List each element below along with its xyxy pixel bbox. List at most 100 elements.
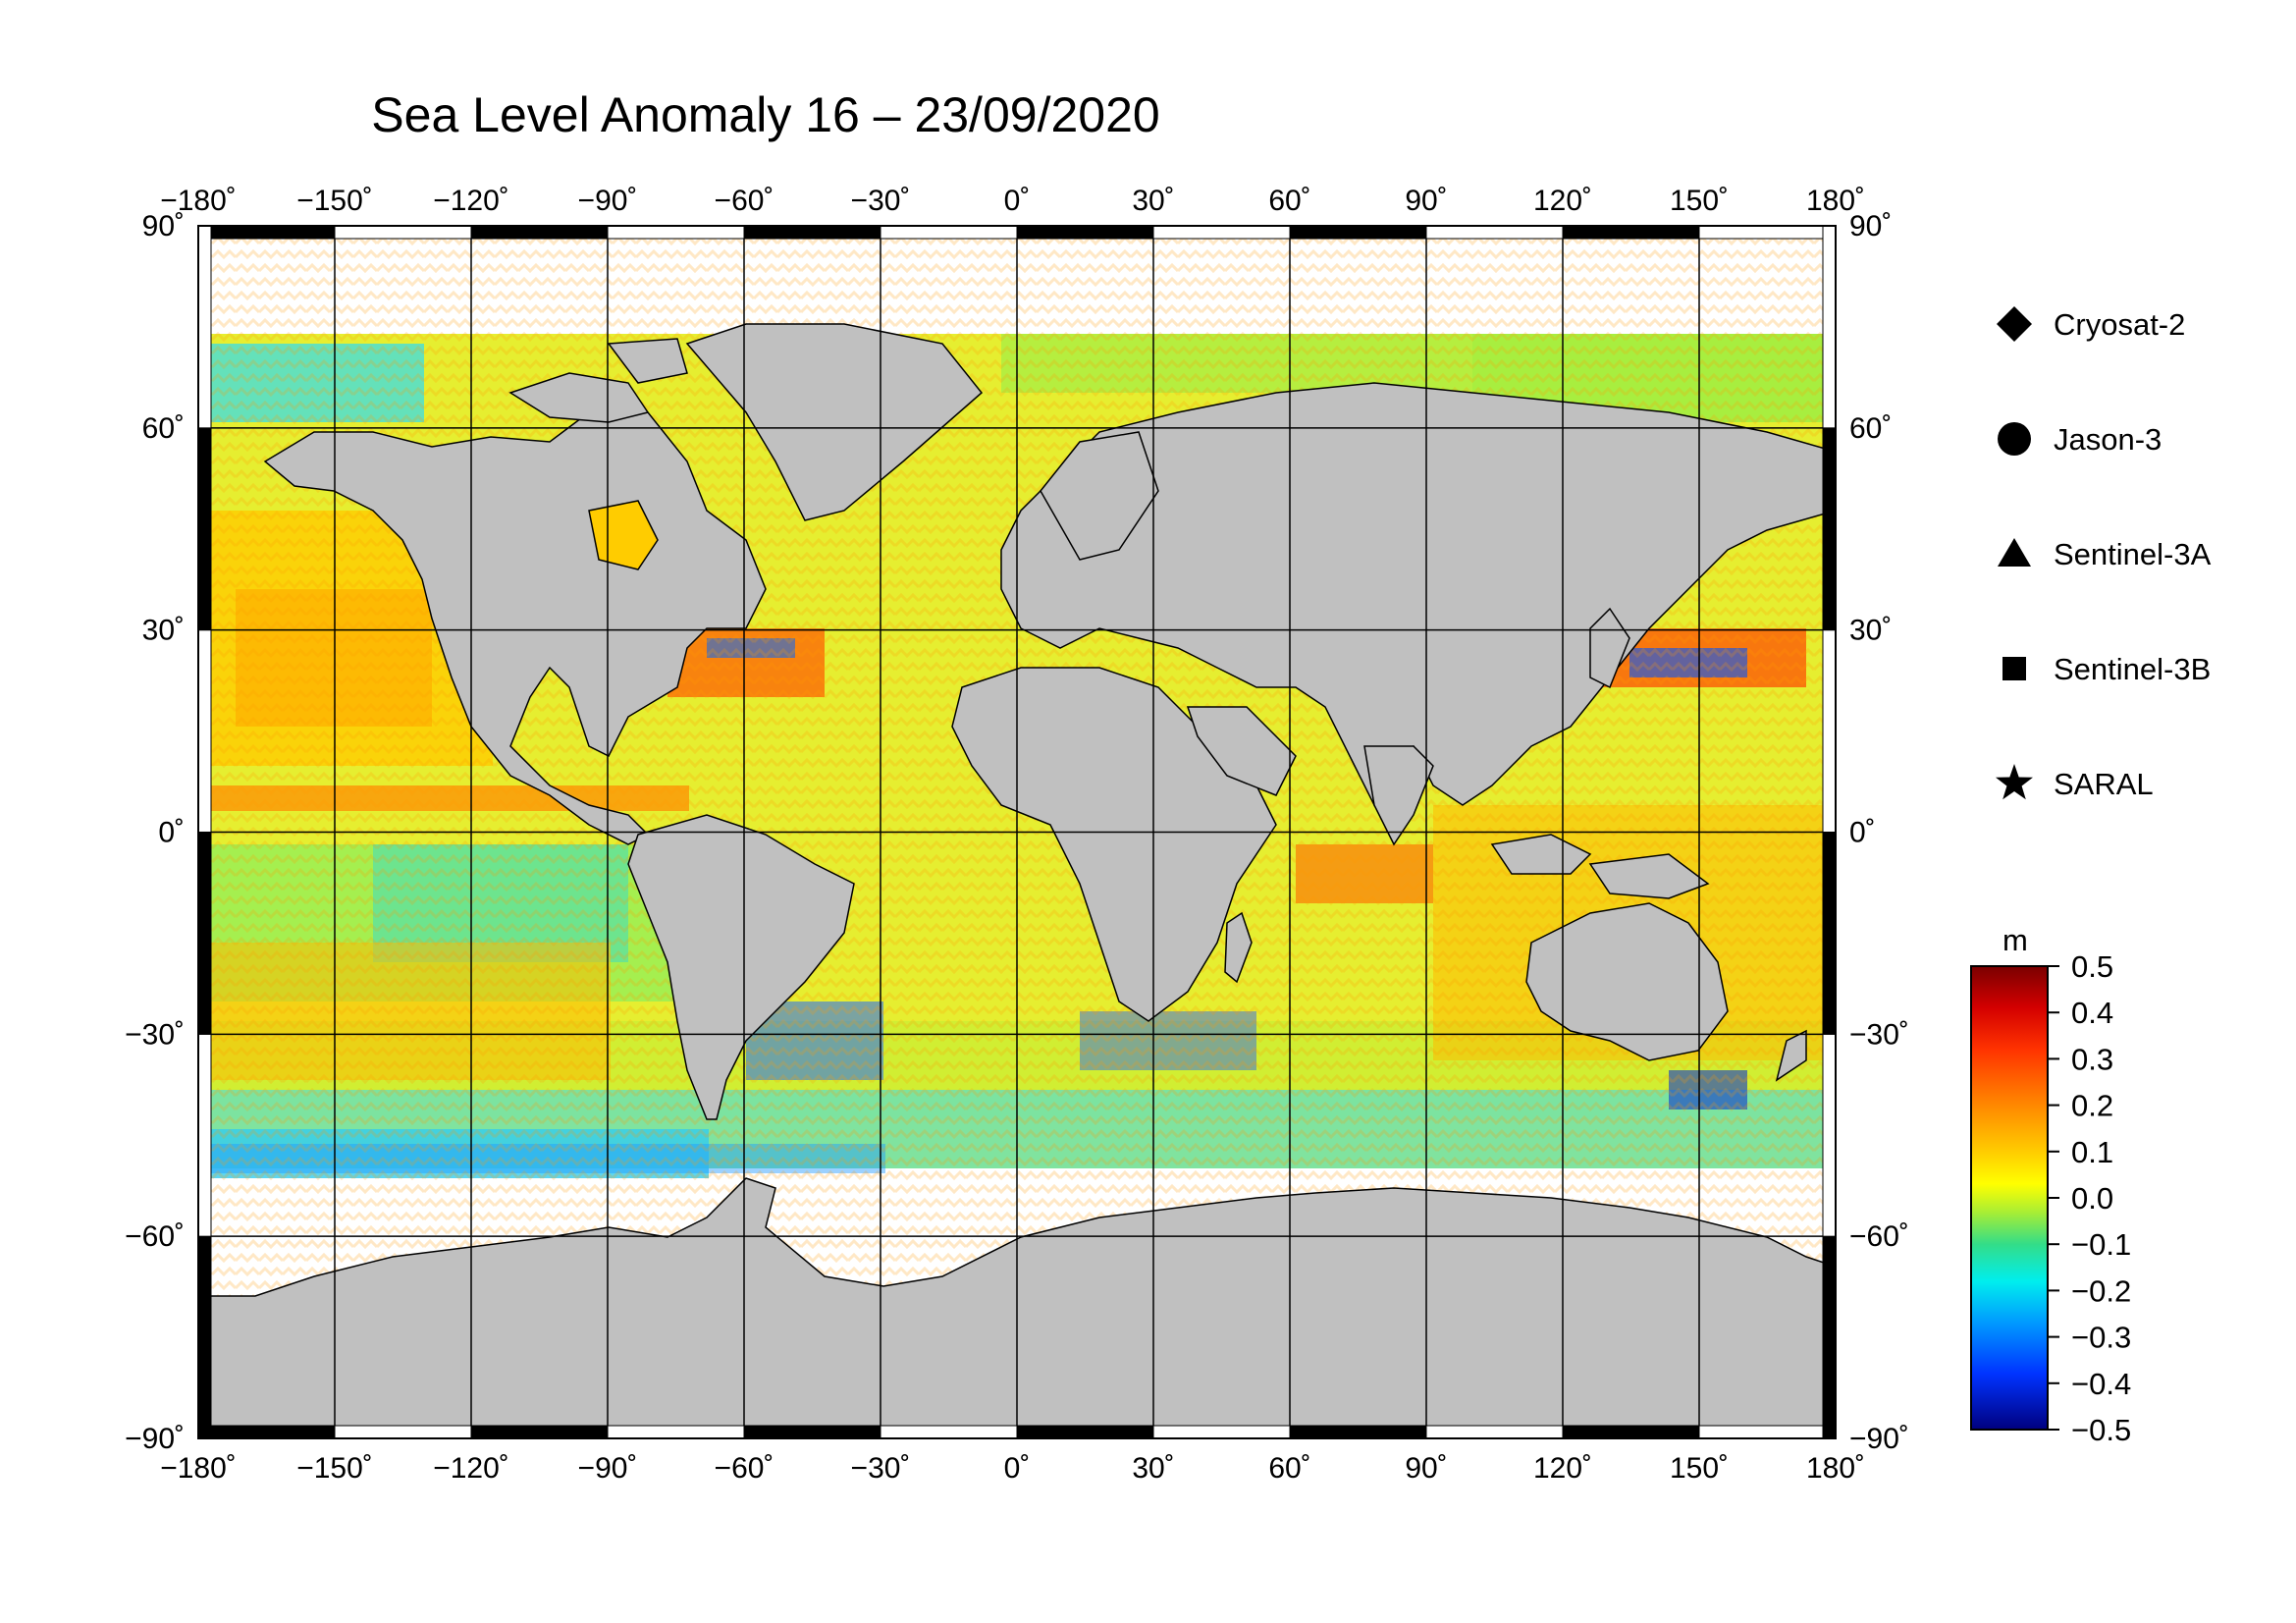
lon-tick-label: −120˚	[433, 185, 509, 217]
lon-tick-label: −120˚	[433, 1452, 509, 1485]
colorbar-tick-label: 0.0	[2071, 1181, 2113, 1216]
legend-label: Jason-3	[2054, 422, 2162, 457]
legend-label: Sentinel-3A	[2054, 537, 2212, 571]
lon-tick-label: −30˚	[851, 1452, 911, 1485]
lon-tick-label: −60˚	[715, 185, 774, 217]
frame-bar-right	[1822, 427, 1837, 631]
lon-tick-label: −90˚	[578, 1452, 638, 1485]
lon-tick-label: 120˚	[1533, 185, 1592, 217]
lon-tick-label: 180˚	[1806, 1452, 1865, 1485]
diamond-marker-icon	[1997, 306, 2032, 342]
frame-bar-right	[1822, 1033, 1837, 1237]
lat-tick-label: −30˚	[1849, 1018, 1909, 1051]
lat-tick-label: 60˚	[142, 412, 185, 445]
lat-tick-label: 0˚	[158, 817, 185, 849]
lon-tick-label: 0˚	[1004, 185, 1031, 217]
legend-label: SARAL	[2054, 767, 2154, 801]
frame-bar-top	[1289, 225, 1427, 240]
lat-tick-labels-left: −90˚ −60˚ −30˚ 0˚ 30˚ 60˚ 90˚	[125, 210, 185, 1455]
lon-tick-label: −90˚	[578, 185, 638, 217]
colorbar-ticks: 0.5 0.4 0.3 0.2 0.1 0.0 −0.1 −0.2 −0.3 −0.4 −0.5	[2048, 949, 2131, 1447]
lat-tick-label: 60˚	[1849, 412, 1892, 445]
frame-bar-top	[1016, 225, 1154, 240]
frame-bar-right	[1822, 225, 1837, 429]
legend-label: Sentinel-3B	[2054, 652, 2211, 686]
colorbar-tick-label: −0.4	[2071, 1367, 2131, 1401]
frame-bar-top	[197, 225, 336, 240]
map-title: Sea Level Anomaly 16 – 23/09/2020	[371, 87, 1160, 142]
lat-tick-label: 30˚	[142, 615, 185, 647]
frame-bar-bottom	[1152, 1425, 1291, 1439]
lon-tick-label: 30˚	[1132, 185, 1174, 217]
lon-tick-label: −150˚	[296, 185, 373, 217]
legend-item: Sentinel-3B	[2002, 652, 2211, 686]
lat-tick-label: 0˚	[1849, 817, 1876, 849]
lat-tick-label: 90˚	[142, 210, 185, 243]
lon-tick-label: 30˚	[1132, 1452, 1174, 1485]
colorbar-ramp	[1970, 965, 2049, 1431]
lat-tick-label: 30˚	[1849, 615, 1892, 647]
lon-tick-label: 60˚	[1268, 1452, 1310, 1485]
frame-bar-bottom	[880, 1425, 1018, 1439]
legend-item: Cryosat-2	[1997, 306, 2185, 342]
greenland	[685, 323, 984, 521]
map-border	[197, 225, 1837, 1439]
frame-bar-top	[607, 225, 745, 240]
colorbar-tick-label: −0.1	[2071, 1227, 2131, 1262]
circle-marker-icon	[1998, 422, 2031, 456]
lon-tick-label: 150˚	[1670, 1452, 1729, 1485]
frame-bar-right	[1822, 832, 1837, 1035]
lon-tick-label: −60˚	[715, 1452, 774, 1485]
frame-bar-bottom	[1698, 1425, 1837, 1439]
frame-bar-left	[197, 225, 212, 429]
lon-tick-labels-top: −180˚ −150˚ −120˚ −90˚ −60˚ −30˚ 0˚ 30˚ 60˚ 90˚ 12…	[160, 185, 1865, 217]
lat-tick-label: −30˚	[125, 1018, 185, 1051]
colorbar-tick-label: 0.4	[2071, 996, 2113, 1030]
lon-tick-label: −150˚	[296, 1452, 373, 1485]
lon-tick-label: 180˚	[1806, 185, 1865, 217]
frame-bar-bottom	[197, 1425, 336, 1439]
frame-bar-top	[880, 225, 1018, 240]
colorbar-tick-label: 0.2	[2071, 1089, 2113, 1123]
frame-bar-top	[334, 225, 472, 240]
frame-bar-top	[1562, 225, 1700, 240]
africa	[951, 667, 1277, 1022]
legend-item: Jason-3	[1998, 422, 2162, 457]
legend-label: Cryosat-2	[2054, 307, 2185, 342]
lat-tick-label: −60˚	[1849, 1220, 1909, 1253]
frame-bar-top	[1698, 225, 1837, 240]
satellite-legend: Cryosat-2 Jason-3 Sentinel-3A Sentinel-3B SA…	[1996, 306, 2212, 801]
frame-bar-top	[1152, 225, 1291, 240]
lon-tick-labels-bottom: −180˚ −150˚ −120˚ −90˚ −60˚ −30˚ 0˚ 30˚ 60˚ 90˚ 12…	[160, 1452, 1865, 1485]
lat-tick-label: −60˚	[125, 1220, 185, 1253]
colorbar-tick-label: 0.5	[2071, 949, 2113, 984]
lon-tick-label: 90˚	[1405, 185, 1447, 217]
square-marker-icon	[2002, 657, 2026, 680]
colorbar-tick-label: −0.3	[2071, 1321, 2131, 1355]
south-america	[627, 814, 855, 1120]
frame-bar-top	[1425, 225, 1564, 240]
lon-tick-label: −180˚	[160, 1452, 237, 1485]
frame-bar-left	[197, 832, 212, 1035]
lon-tick-label: 120˚	[1533, 1452, 1592, 1485]
lon-tick-label: 0˚	[1004, 1452, 1031, 1485]
lat-tick-label: −90˚	[125, 1423, 185, 1455]
lon-tick-label: 60˚	[1268, 185, 1310, 217]
australia	[1525, 902, 1729, 1061]
star-marker-icon	[1996, 764, 2033, 800]
colorbar-tick-label: −0.5	[2071, 1413, 2131, 1447]
frame-bar-top	[743, 225, 881, 240]
lat-tick-labels-right: −90˚ −60˚ −30˚ 0˚ 30˚ 60˚ 90˚	[1849, 210, 1909, 1455]
colorbar-tick-label: 0.1	[2071, 1135, 2113, 1169]
frame-bar-right	[1822, 1235, 1837, 1439]
frame-bar-bottom	[607, 1425, 745, 1439]
frame-bar-bottom	[334, 1425, 472, 1439]
frame-bar-bottom	[1289, 1425, 1427, 1439]
legend-item: SARAL	[1996, 764, 2154, 801]
colorbar-unit: m	[2002, 923, 2028, 957]
frame-bar-left	[197, 1033, 212, 1237]
colorbar-tick-label: 0.3	[2071, 1042, 2113, 1076]
frame-bar-bottom	[1562, 1425, 1700, 1439]
frame-bar-bottom	[1425, 1425, 1564, 1439]
